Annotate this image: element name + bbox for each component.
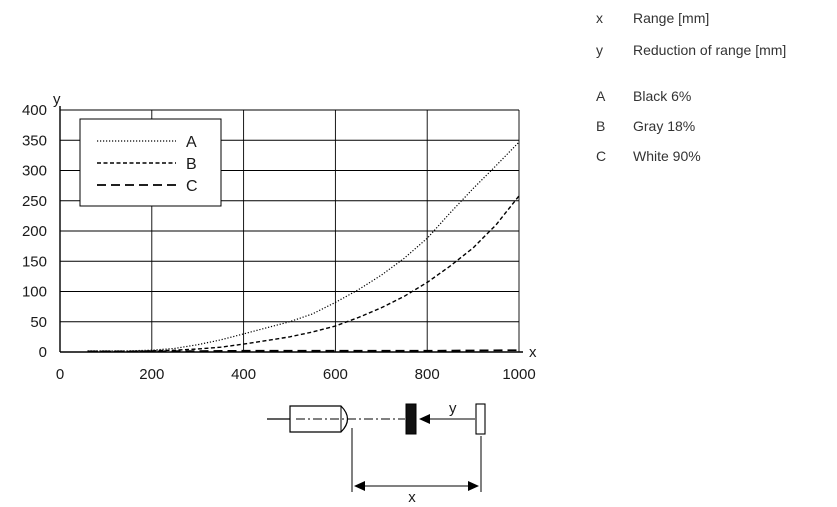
y-arrow-head [419,414,430,424]
key-symbol: x [596,10,603,26]
y-tick-label: 100 [22,284,47,301]
series-lines [87,141,520,353]
x-tick-label: 800 [415,366,440,383]
x-tick-label: 1000 [502,366,535,383]
x-tick-label: 0 [56,366,64,383]
y-tick-label: 150 [22,253,47,270]
diagram-y-label: y [449,400,457,417]
y-tick-label: 200 [22,223,47,240]
object-black-block [405,403,417,435]
y-tick-label: 350 [22,132,47,149]
diagram-x-label: x [408,489,416,502]
x-tick-label: 400 [231,366,256,383]
key-text: Reduction of range [mm] [633,42,787,58]
x-dimension-arrow-left [354,481,365,491]
series-line-B [87,195,520,353]
key-symbol: B [596,118,606,134]
x-axis-label: x [529,344,537,361]
tick-labels: 0 200 400 600 800 1000 0 50 100 150 200 250 300 350 40… [22,102,536,383]
y-tick-label: 250 [22,193,47,210]
y-tick-label: 50 [30,314,47,331]
key-text: Gray 18% [633,118,696,134]
legend-label-C: C [186,178,198,195]
key-symbol: y [596,42,603,58]
key-text: Black 6% [633,88,692,104]
y-tick-label: 0 [39,344,47,361]
y-tick-label: 400 [22,102,47,119]
legend-label-B: B [186,156,197,173]
chart-legend: ABC [79,118,222,207]
x-tick-label: 600 [323,366,348,383]
object-reference-block [475,403,486,435]
key-text: White 90% [633,148,701,164]
legend-label-A: A [186,134,197,151]
key-text: Range [mm] [633,10,710,26]
key-symbol: C [596,148,607,164]
x-dimension-arrow-right [468,481,479,491]
y-tick-label: 300 [22,163,47,180]
series-line-C [87,349,520,353]
key-symbol: A [596,88,606,104]
x-tick-label: 200 [139,366,164,383]
y-axis-label: y [53,91,61,108]
sensor-diagram: yx [267,400,486,506]
